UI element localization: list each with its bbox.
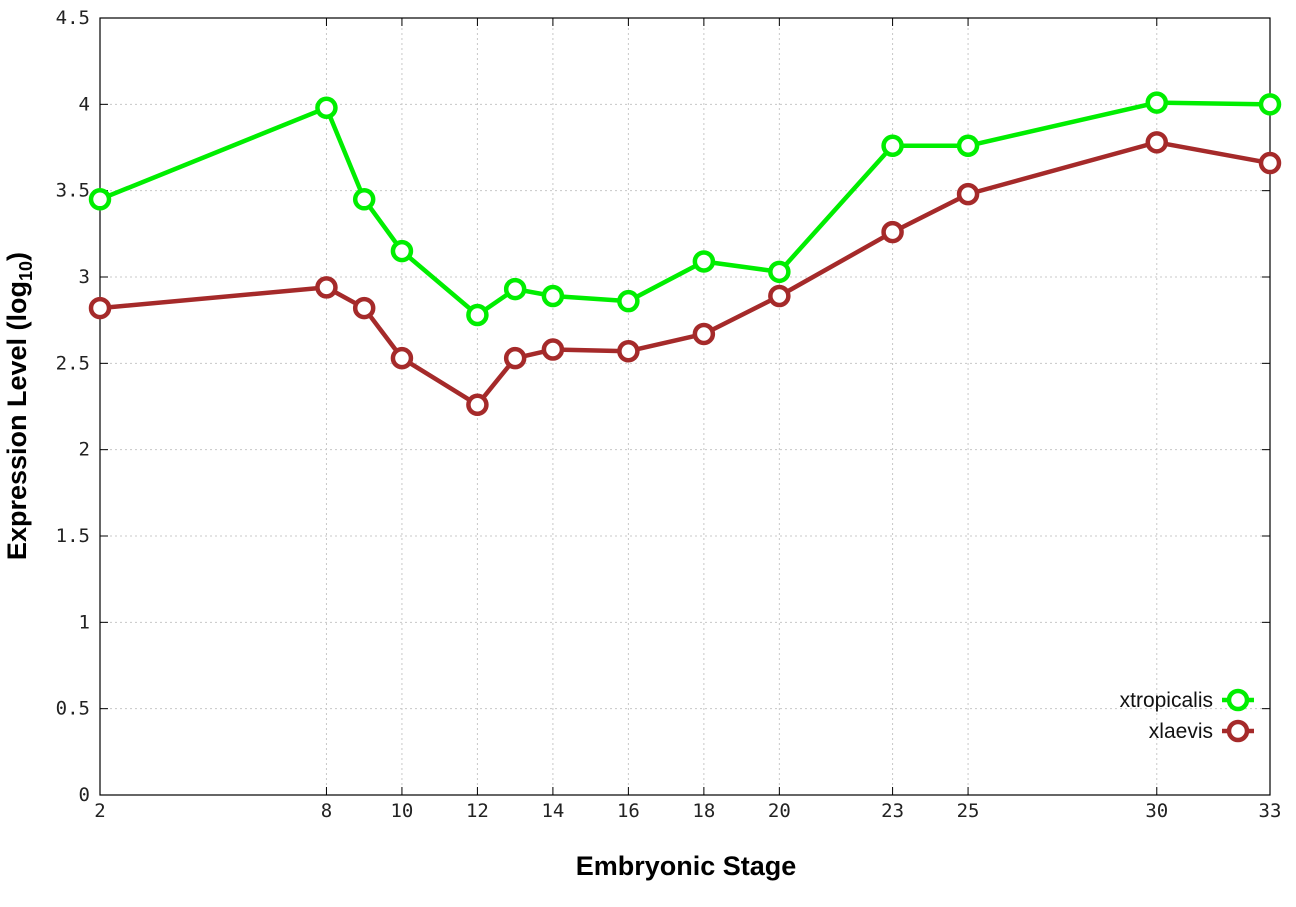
x-tick-label: 25 [957,800,980,822]
data-point [1145,91,1169,114]
y-tick-label: 3.5 [56,180,90,202]
series-lines [88,91,1282,417]
x-axis-title: Embryonic Stage [576,851,797,881]
y-tick-label: 3 [79,266,90,288]
data-point [956,182,980,206]
data-point [503,277,527,301]
data-point [390,239,414,263]
legend-label: xlaevis [1149,720,1213,743]
data-point [88,296,112,320]
y-tick-label: 1.5 [56,525,90,547]
legend-marker [1226,688,1250,712]
y-axis-title: Expression Level (log10) [2,252,36,560]
data-point [541,284,565,308]
x-tick-label: 30 [1145,800,1168,822]
y-tick-label: 0 [79,784,90,806]
data-point [617,339,640,363]
data-point [88,188,112,211]
data-point [1258,151,1282,175]
data-point [541,338,565,361]
axis-ticks: 0 0.5 1 1.5 2 2.5 3 3.5 4 4.5 2 8 10 12 14 16 18 20 23 25 30… [56,7,1282,822]
data-point [352,188,376,211]
data-point [466,303,489,327]
plot-frame [99,17,1271,796]
x-tick-label: 33 [1259,800,1282,822]
series-line [99,100,1271,318]
data-point [503,346,527,370]
y-tick-label: 2 [79,439,90,461]
x-tick-label: 8 [321,800,332,822]
series-xtropicalis [88,91,1282,327]
data-point [466,393,489,417]
data-point [315,276,338,299]
data-point [1258,93,1282,116]
x-tick-label: 16 [617,800,640,822]
data-point [315,96,338,120]
legend-label: xtropicalis [1120,689,1213,712]
series-xlaevis [88,131,1282,417]
data-point [768,260,791,284]
data-point [692,250,716,273]
x-tick-label: 18 [692,800,715,822]
x-tick-label: 12 [466,800,489,822]
data-point [881,134,904,158]
x-tick-label: 14 [541,800,564,822]
data-point [768,284,791,308]
x-tick-label: 20 [768,800,791,822]
y-tick-label: 2.5 [56,352,90,374]
y-axis-title-main: Expression Level (log [2,281,32,560]
x-tick-label: 23 [881,800,904,822]
grid-lines [100,18,1270,795]
data-point [617,289,640,313]
legend-item: xlaevis [1149,719,1254,743]
data-point [881,220,904,244]
legend-item: xtropicalis [1120,688,1254,712]
data-point [692,322,716,346]
data-point [1145,131,1169,154]
y-tick-label: 0.5 [56,698,90,720]
legend: xtropicalis xlaevis [1120,688,1254,743]
data-point [352,296,376,320]
x-tick-label: 2 [94,800,105,822]
data-point [390,346,414,370]
y-tick-label: 1 [79,611,90,633]
y-tick-label: 4 [79,93,90,115]
y-axis-title-close: ) [2,252,32,261]
data-point [956,134,980,158]
y-axis-title-subscript: 10 [16,261,36,281]
y-tick-label: 4.5 [56,7,90,29]
legend-marker [1226,719,1250,743]
x-tick-label: 10 [390,800,413,822]
